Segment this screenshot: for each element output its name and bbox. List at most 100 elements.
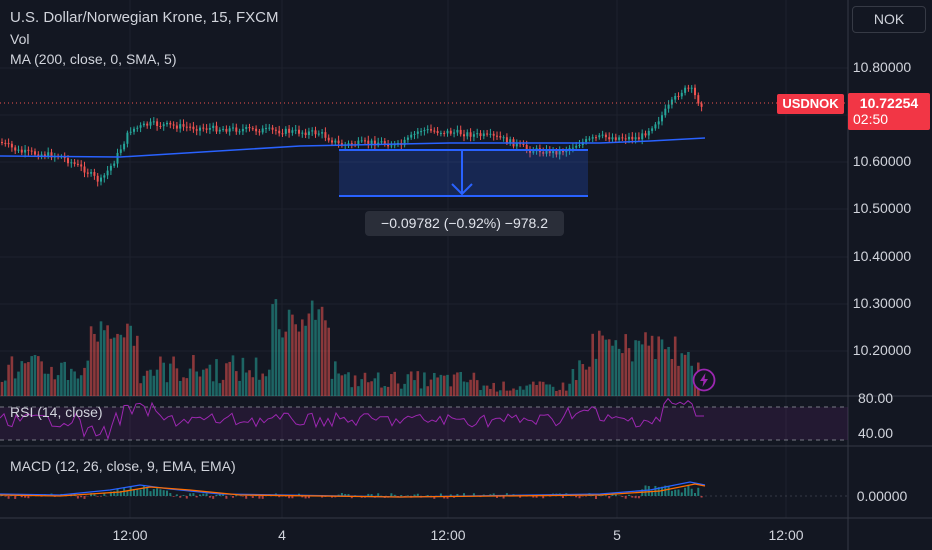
macd-histogram-bar: [628, 494, 630, 496]
volume-bar: [314, 319, 317, 396]
volume-bar: [601, 335, 604, 396]
candle: [235, 127, 238, 132]
lightning-bolt-icon[interactable]: [692, 368, 716, 392]
volume-bar: [165, 382, 169, 396]
macd-histogram-bar: [340, 493, 343, 496]
candle: [317, 133, 320, 135]
candle: [294, 129, 297, 131]
candle: [522, 143, 525, 145]
candle: [1, 142, 3, 143]
macd-histogram-bar: [142, 486, 145, 496]
macd-histogram-bar: [175, 494, 178, 496]
candle: [387, 143, 390, 147]
macd-histogram-bar: [100, 496, 102, 497]
volume-bar: [281, 337, 284, 396]
candle: [476, 133, 479, 135]
candle: [472, 134, 475, 137]
macd-histogram-bar: [667, 486, 670, 496]
volume-bar: [79, 375, 83, 396]
candle: [469, 132, 472, 137]
candle: [436, 131, 439, 134]
volume-bar: [624, 334, 627, 396]
candle: [611, 137, 614, 140]
volume-bar: [294, 324, 297, 396]
candle: [241, 128, 244, 132]
candle: [265, 128, 267, 130]
volume-bar: [631, 361, 634, 396]
candle: [532, 151, 535, 153]
candle: [628, 136, 630, 140]
macd-signal-line: [0, 483, 706, 498]
macd-pane-label[interactable]: MACD (12, 26, close, 9, EMA, EMA): [10, 458, 236, 474]
candle: [654, 124, 657, 129]
volume-bar: [525, 385, 528, 396]
candle: [212, 125, 215, 128]
macd-histogram-bar: [562, 496, 564, 499]
volume-bar: [211, 381, 215, 396]
macd-histogram-bar: [684, 487, 687, 496]
macd-histogram-bar: [496, 496, 498, 498]
volume-bar: [195, 371, 198, 396]
macd-histogram-bar: [139, 489, 142, 496]
macd-histogram-bar: [182, 495, 185, 496]
volume-bar: [456, 372, 459, 396]
macd-histogram-bar: [347, 494, 350, 496]
volume-bar: [584, 369, 588, 396]
candle: [208, 127, 211, 130]
volume-bar: [561, 382, 565, 396]
volume-bar: [330, 378, 334, 396]
volume-indicator-label[interactable]: Vol: [10, 31, 30, 47]
candle: [251, 128, 254, 130]
macd-histogram-bar: [519, 496, 522, 498]
price-tick: 10.80000: [852, 59, 912, 75]
macd-histogram-bar: [205, 493, 208, 496]
candle: [647, 130, 650, 136]
macd-histogram-bar: [697, 487, 700, 496]
volume-bar: [528, 384, 532, 396]
macd-histogram-bar: [113, 491, 116, 496]
volume-bar: [396, 383, 400, 396]
macd-histogram-bar: [406, 495, 409, 496]
candle: [410, 134, 413, 138]
volume-bar: [277, 329, 281, 396]
volume-bar: [86, 360, 90, 396]
macd-histogram-bar: [624, 496, 627, 499]
candle: [357, 140, 360, 145]
volume-bar: [673, 336, 677, 396]
volume-bar: [654, 359, 657, 396]
ma-indicator-label[interactable]: MA (200, close, 0, SMA, 5): [10, 51, 177, 67]
candle: [463, 134, 465, 137]
candle: [63, 156, 66, 159]
macd-histogram-bar: [321, 496, 324, 498]
candle: [492, 133, 495, 136]
candle: [373, 140, 376, 146]
volume-bar: [208, 364, 212, 396]
volume-bar: [274, 299, 278, 396]
candle: [423, 130, 426, 132]
volume-bar: [591, 333, 594, 396]
macd-histogram-bar: [245, 496, 248, 499]
volume-bar: [403, 383, 406, 396]
volume-bar: [505, 390, 509, 396]
volume-bar: [637, 340, 641, 396]
macd-histogram-bar: [443, 496, 446, 499]
candle: [515, 143, 518, 147]
candle: [420, 131, 423, 133]
volume-bar: [307, 313, 311, 396]
volume-bar: [235, 371, 238, 396]
volume-bar: [99, 321, 103, 396]
macd-histogram-bar: [218, 493, 221, 496]
rsi-pane-label[interactable]: RSI (14, close): [10, 404, 103, 420]
macd-histogram-bar: [449, 494, 452, 496]
candle: [159, 126, 162, 128]
candle: [14, 147, 17, 151]
volume-bar: [0, 381, 4, 396]
symbol-title[interactable]: U.S. Dollar/Norwegian Krone, 15, FXCM: [10, 9, 279, 26]
volume-bar: [657, 336, 660, 396]
candle: [205, 128, 208, 130]
rsi-tick: 80.00: [858, 390, 894, 406]
volume-bar: [555, 390, 558, 396]
currency-button[interactable]: NOK: [852, 6, 926, 33]
candle: [100, 177, 102, 182]
